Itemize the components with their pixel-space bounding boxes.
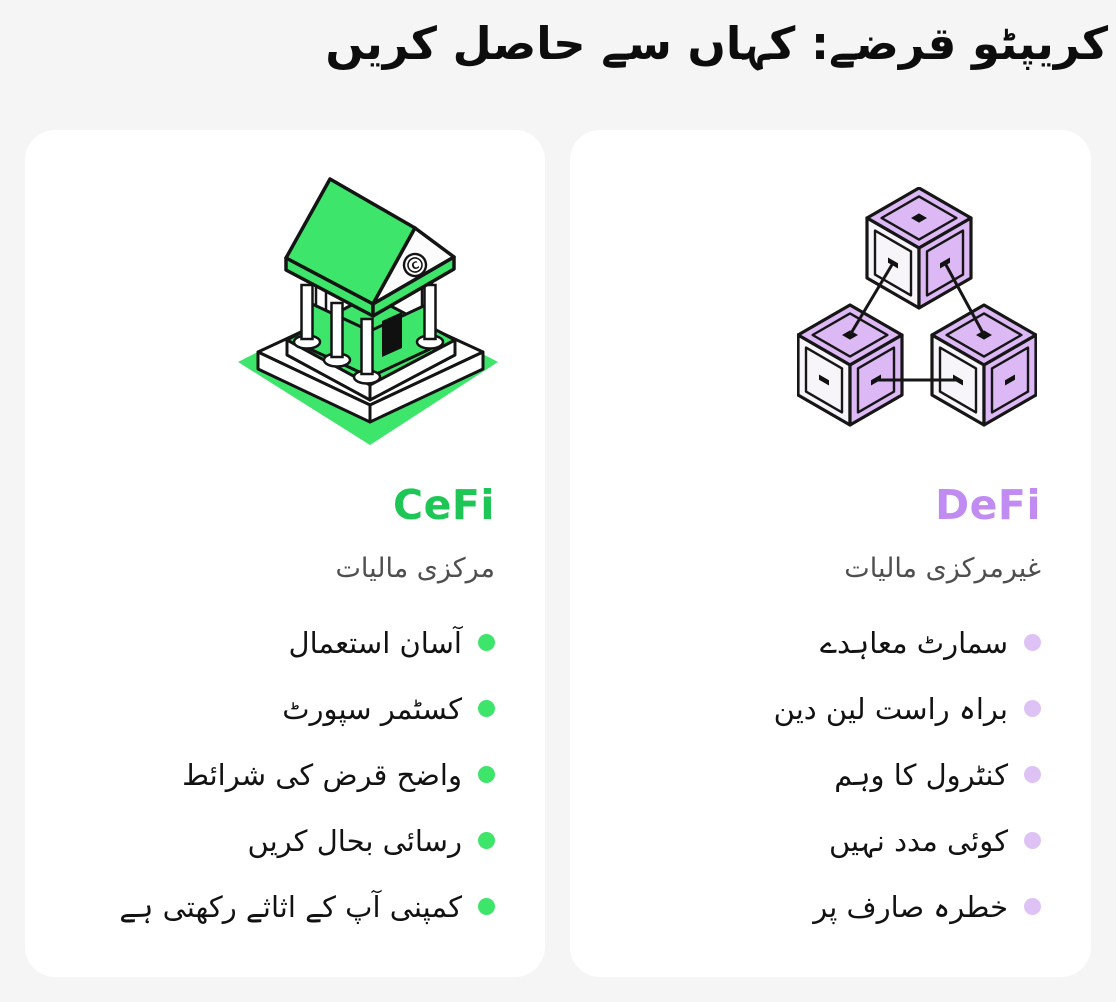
list-item: سمارٹ معاہدے [595,622,1041,664]
bullet-dot-icon [478,634,495,652]
cefi-card: C CeFi مرکزی مالیات آسان استعمال کسٹمر س… [25,130,545,977]
list-item-label: واضح قرض کی شرائط [182,757,462,792]
bullet-dot-icon [478,898,495,916]
bank-illustration: C [230,155,500,445]
bank-building-icon: C [238,177,498,445]
list-item-label: رسائی بحال کریں [247,823,462,858]
network-links [848,262,986,382]
defi-content: DeFi غیرمرکزی مالیات سمارٹ معاہدے براہ ر… [595,481,1041,952]
list-item-label: خطرہ صارف پر [813,889,1008,924]
blockchain-illustration [797,187,1037,427]
list-item-label: کسٹمر سپورٹ [282,691,462,726]
list-item: رسائی بحال کریں [50,820,495,862]
defi-card: DeFi غیرمرکزی مالیات سمارٹ معاہدے براہ ر… [570,130,1091,977]
cefi-subtitle: مرکزی مالیات [335,553,495,585]
block-cube-left [797,303,904,427]
list-item: کوئی مدد نہیں [595,820,1041,862]
bullet-dot-icon [478,700,495,718]
list-item: خطرہ صارف پر [595,886,1041,928]
list-item: آسان استعمال [50,622,495,664]
list-item-label: کنٹرول کا وہم [834,757,1008,792]
bullet-dot-icon [1024,700,1041,718]
bullet-dot-icon [1024,634,1041,652]
bullet-dot-icon [1024,898,1041,916]
defi-feature-list: سمارٹ معاہدے براہ راست لین دین کنٹرول کا… [595,622,1041,928]
cefi-feature-list: آسان استعمال کسٹمر سپورٹ واضح قرض کی شرا… [50,622,495,928]
cefi-content: CeFi مرکزی مالیات آسان استعمال کسٹمر سپو… [50,481,495,952]
list-item: براہ راست لین دین [595,688,1041,730]
list-item-label: سمارٹ معاہدے [820,625,1008,660]
list-item: کنٹرول کا وہم [595,754,1041,796]
cefi-heading: CeFi [393,481,495,529]
list-item-label: کوئی مدد نہیں [828,823,1008,858]
block-cube-right [930,303,1037,427]
block-cube-top [865,187,973,310]
list-item-label: آسان استعمال [288,625,462,660]
list-item: کمپنی آپ کے اثاثے رکھتی ہے [50,886,495,928]
bullet-dot-icon [1024,766,1041,784]
list-item: واضح قرض کی شرائط [50,754,495,796]
list-item-label: براہ راست لین دین [773,691,1008,726]
bullet-dot-icon [478,766,495,784]
bullet-dot-icon [1024,832,1041,850]
defi-heading: DeFi [935,481,1041,529]
coin-emblem-icon: C [402,252,428,278]
bullet-dot-icon [478,832,495,850]
svg-text:C: C [410,260,421,273]
list-item: کسٹمر سپورٹ [50,688,495,730]
blockchain-cubes-icon [797,187,1037,427]
page-title: کریپٹو قرضے: کہاں سے حاصل کریں [325,17,1108,70]
defi-subtitle: غیرمرکزی مالیات [844,553,1041,585]
list-item-label: کمپنی آپ کے اثاثے رکھتی ہے [119,889,462,924]
bank-door [382,312,402,357]
